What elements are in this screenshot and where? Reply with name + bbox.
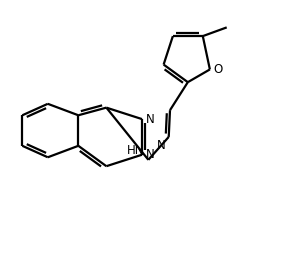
Text: O: O [214,63,223,76]
Text: HN: HN [127,144,145,157]
Text: N: N [157,140,166,153]
Text: N: N [146,113,154,126]
Text: N: N [146,148,154,161]
